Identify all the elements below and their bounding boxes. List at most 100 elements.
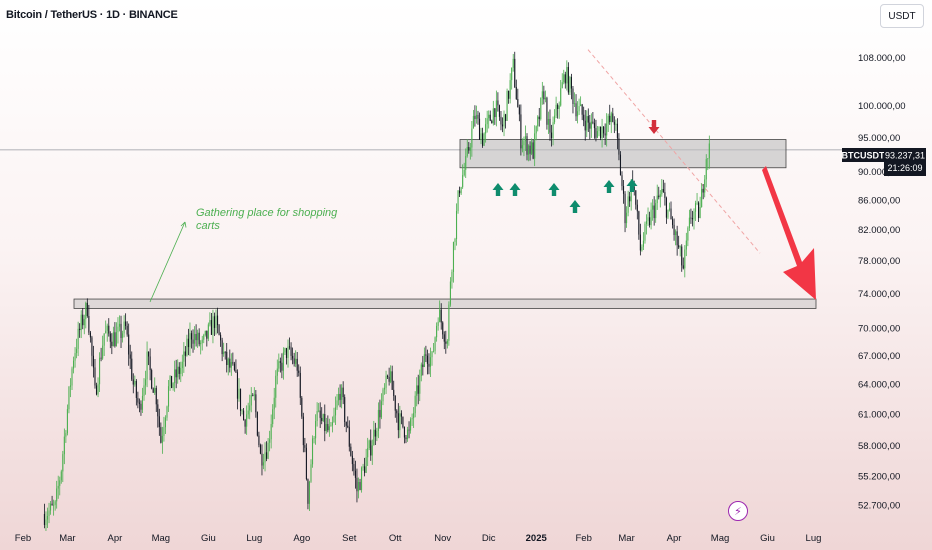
candle	[135, 379, 137, 406]
candle	[364, 457, 366, 477]
candle-body	[195, 334, 197, 341]
candle-body	[102, 345, 104, 359]
candle-body	[635, 190, 637, 205]
candle	[212, 309, 214, 344]
candle	[671, 216, 674, 229]
candle	[578, 98, 580, 116]
candle-body	[186, 338, 188, 356]
candle-body	[359, 482, 361, 490]
candle	[595, 119, 597, 142]
candle	[356, 468, 358, 503]
candle	[485, 117, 487, 143]
candle	[339, 384, 341, 408]
lightning-icon[interactable]: ⚡	[728, 501, 748, 521]
candle	[103, 333, 105, 356]
candle	[246, 405, 248, 435]
candle	[105, 320, 107, 334]
candle	[581, 103, 583, 121]
candle-body	[650, 209, 652, 226]
candle	[500, 110, 502, 131]
candle	[394, 395, 396, 418]
candle	[299, 366, 301, 405]
candle-body	[365, 457, 367, 473]
price-label: BTCUSDT 93.237,31 21:26:09	[842, 148, 926, 176]
candle-body	[376, 430, 378, 437]
candle-body	[71, 368, 73, 386]
candle	[172, 382, 174, 391]
candle-body	[495, 100, 497, 118]
candle	[328, 418, 330, 437]
candle	[256, 411, 258, 437]
candle-body	[220, 334, 222, 341]
candle	[100, 347, 102, 362]
candle-body	[239, 388, 242, 411]
candle-body	[587, 116, 589, 123]
candle-body	[91, 337, 93, 356]
candle-body	[198, 332, 200, 345]
candle	[638, 210, 640, 240]
candle-body	[184, 351, 186, 356]
candle-body	[422, 364, 424, 368]
candle	[615, 119, 617, 131]
candle-body	[626, 212, 628, 224]
candle-body	[85, 302, 87, 320]
candle	[244, 418, 246, 434]
candle-body	[460, 187, 462, 194]
candle-body	[333, 415, 335, 423]
candle	[463, 162, 465, 177]
candle-body	[693, 211, 695, 220]
candle	[83, 314, 85, 335]
candle	[304, 437, 306, 453]
candle	[129, 344, 131, 370]
candle-body	[344, 397, 346, 422]
candle	[117, 317, 119, 344]
candle-body	[391, 371, 393, 390]
candle	[509, 73, 511, 104]
candle	[454, 237, 456, 251]
candle-body	[339, 393, 341, 400]
candle-body	[97, 384, 99, 395]
candle-body	[324, 414, 326, 432]
candle	[338, 387, 340, 406]
projection-arrow-icon	[762, 166, 816, 300]
candle	[569, 75, 571, 96]
candle-body	[258, 435, 260, 446]
candle	[491, 119, 493, 124]
candle	[659, 190, 661, 208]
candle-body	[383, 387, 386, 390]
candle	[544, 90, 546, 103]
candle-body	[457, 190, 459, 211]
candle-body	[523, 141, 525, 146]
candle-body	[230, 362, 232, 368]
candle-body	[420, 364, 422, 376]
candle	[109, 331, 111, 349]
candle	[451, 269, 453, 289]
candle	[483, 132, 485, 147]
candle-body	[259, 445, 261, 454]
candle	[445, 330, 447, 354]
candle-body	[51, 503, 53, 506]
candle	[350, 443, 352, 457]
candle-body	[109, 333, 111, 342]
candle	[419, 369, 421, 402]
candle-body	[46, 516, 49, 520]
candle-body	[189, 333, 191, 348]
candle	[210, 313, 212, 335]
currency-button[interactable]: USDT	[880, 4, 924, 28]
candle-body	[342, 387, 344, 398]
candle-body	[491, 120, 493, 124]
candle-body	[114, 332, 116, 347]
candle-body	[705, 159, 707, 180]
candle	[71, 366, 73, 391]
candle-body	[560, 88, 562, 106]
candle-body	[137, 397, 139, 403]
up-marker-icon	[509, 183, 521, 196]
candle	[272, 404, 274, 428]
candle	[288, 337, 291, 350]
candle	[561, 73, 563, 89]
candle-body	[603, 126, 605, 134]
candle	[540, 97, 542, 121]
candle-body	[269, 439, 271, 443]
candle-body	[357, 482, 360, 492]
